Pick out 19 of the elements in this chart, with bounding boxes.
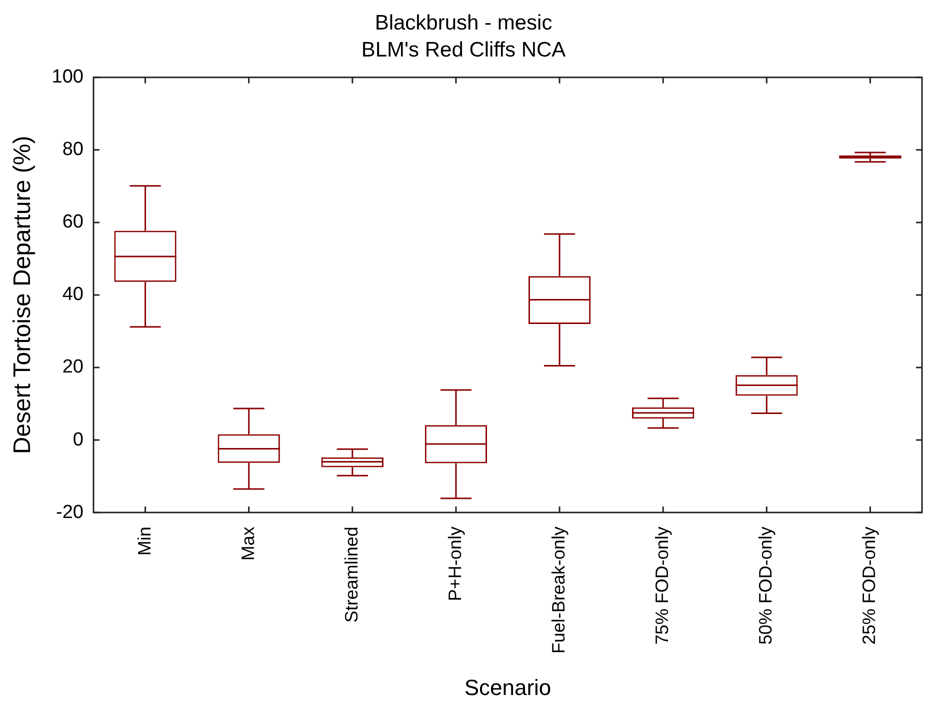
x-tick-label: 50% FOD-only <box>756 526 776 645</box>
x-tick-label: Streamlined <box>341 526 362 623</box>
y-tick-label: 100 <box>52 66 84 88</box>
y-tick-label: 80 <box>62 139 84 160</box>
x-axis-title: Scenario <box>464 674 552 700</box>
y-tick-label: 20 <box>62 356 84 378</box>
x-tick-label: Max <box>238 526 258 561</box>
x-tick-label: P+H-only <box>444 526 465 602</box>
y-tick-label: 60 <box>62 212 84 233</box>
y-tick-label: 0 <box>72 429 84 450</box>
y-tick-label: 40 <box>62 284 84 306</box>
y-axis-title: Desert Tortoise Departure (%) <box>9 136 36 454</box>
x-tick-label: Min <box>134 526 154 556</box>
chart-title: Blackbrush - mesic <box>374 11 552 34</box>
x-tick-label: 75% FOD-only <box>652 526 672 645</box>
y-tick-label: -20 <box>56 502 84 523</box>
x-tick-label: 25% FOD-only <box>859 526 880 645</box>
x-tick-label: Fuel-Break-only <box>548 526 568 654</box>
chart-subtitle: BLM's Red Cliffs NCA <box>361 38 566 62</box>
